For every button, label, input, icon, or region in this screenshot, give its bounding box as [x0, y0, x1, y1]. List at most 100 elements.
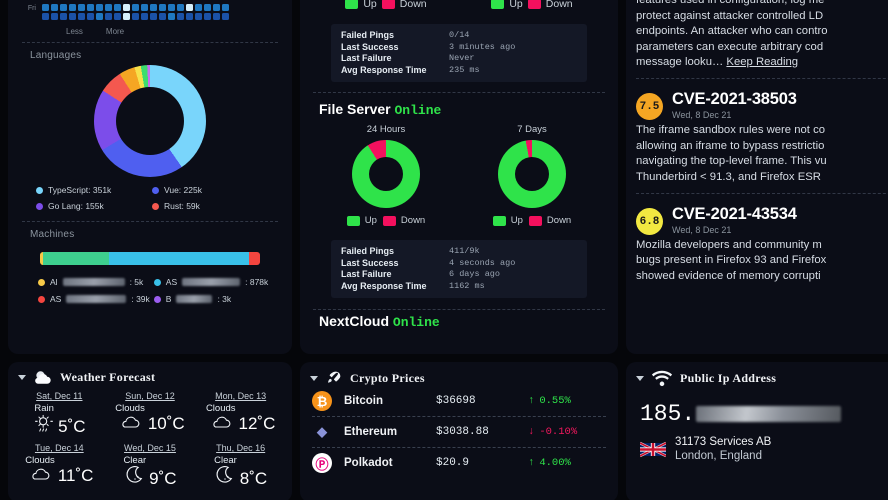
contribution-cell[interactable] [204, 13, 211, 20]
cve-desc-line: features used in configuration, log me [636, 0, 825, 7]
contribution-cell[interactable] [222, 4, 229, 11]
contribution-cell[interactable] [69, 13, 76, 20]
cve-desc-line: protect against attacker controlled LD [636, 9, 824, 22]
language-label: Rust: 59k [164, 201, 200, 211]
contribution-cell[interactable] [123, 4, 130, 11]
contribution-cell[interactable] [87, 13, 94, 20]
contribution-cell[interactable] [114, 13, 121, 20]
contribution-cell[interactable] [168, 4, 175, 11]
chevron-down-icon[interactable] [18, 375, 26, 380]
contribution-cell[interactable] [96, 4, 103, 11]
legend-up-down: Up Down [491, 0, 573, 10]
cve-item[interactable]: 6.8 CVE-2021-43534 Wed, 8 Dec 21 Mozilla… [636, 200, 888, 286]
contribution-cell[interactable] [141, 4, 148, 11]
weather-header[interactable]: Weather Forecast [8, 362, 292, 385]
weather-condition: Clouds [205, 403, 236, 414]
crypto-row[interactable]: ₿ Bitcoin $36698 ↑ 0.55% [300, 386, 618, 416]
contribution-cell[interactable] [213, 13, 220, 20]
cve-desc-line: Thunderbird < 91.3, and Firefox ESR [636, 170, 821, 183]
contribution-cell[interactable] [141, 13, 148, 20]
contribution-cell[interactable] [42, 13, 49, 20]
cve-item[interactable]: 9.3 CVE-2021-44228 Fri, 10 Dec 21 Apache… [636, 0, 888, 72]
trend-arrow-icon: ↓ [528, 426, 535, 438]
uk-flag-icon [640, 441, 666, 457]
contribution-cell[interactable] [78, 13, 85, 20]
up-label: Up [509, 0, 523, 10]
keep-reading-link[interactable]: Keep Reading [726, 56, 799, 69]
contribution-cell[interactable] [123, 13, 130, 20]
contribution-cell[interactable] [78, 4, 85, 11]
contribution-cell[interactable] [132, 4, 139, 11]
contribution-cell[interactable] [51, 4, 58, 11]
contribution-cell[interactable] [150, 13, 157, 20]
weather-temperature: 12˚C [238, 414, 276, 433]
contribution-cell[interactable] [195, 13, 202, 20]
public-ip-header[interactable]: Public Ip Address [626, 362, 888, 387]
machine-value: : 5k [129, 277, 144, 287]
cve-item[interactable]: 7.5 CVE-2021-38503 Wed, 8 Dec 21 The ifr… [636, 85, 888, 187]
public-ip-widget: Public Ip Address 185. 31173 Services AB… [626, 362, 888, 500]
crypto-header[interactable]: Crypto Prices [300, 362, 618, 386]
weather-day-label: Mon, Dec 13 [215, 391, 267, 401]
weather-day-label: Thu, Dec 16 [216, 443, 266, 453]
contribution-cell[interactable] [186, 13, 193, 20]
chevron-down-icon[interactable] [636, 376, 644, 381]
contribution-cell[interactable] [204, 4, 211, 11]
contribution-cell[interactable] [222, 13, 229, 20]
moon-icon [125, 466, 145, 489]
contribution-cell[interactable] [42, 4, 49, 11]
contribution-cell[interactable] [96, 13, 103, 20]
cve-id[interactable]: CVE-2021-38503 [672, 90, 797, 109]
contribution-cell[interactable] [132, 13, 139, 20]
contribution-cell[interactable] [105, 4, 112, 11]
contribution-cell[interactable] [195, 4, 202, 11]
divider [636, 78, 888, 80]
weather-temperature: 9˚C [149, 469, 177, 488]
contribution-cell[interactable] [186, 4, 193, 11]
contribution-cell[interactable] [51, 13, 58, 20]
contribution-cell[interactable] [114, 4, 121, 11]
contribution-grid[interactable] [42, 4, 229, 20]
public-ip-title: Public Ip Address [680, 371, 777, 385]
cve-id[interactable]: CVE-2021-43534 [672, 205, 797, 224]
file-server-status: Online [394, 103, 442, 118]
language-legend-item: TypeScript: 351k [36, 185, 148, 195]
contribution-cell[interactable] [159, 13, 166, 20]
contribution-cell[interactable] [177, 13, 184, 20]
machine-bar-segment [43, 252, 110, 265]
contribution-cell[interactable] [105, 13, 112, 20]
stat-row: Avg Response Time 1162 ms [341, 281, 577, 293]
contribution-cell[interactable] [150, 4, 157, 11]
contribution-cell[interactable] [69, 4, 76, 11]
down-swatch [527, 0, 541, 9]
contribution-cell[interactable] [213, 4, 220, 11]
coin-change: ↑ 0.55% [528, 395, 571, 407]
donut-title: 7 Days [517, 124, 547, 135]
redacted-text [62, 278, 125, 286]
weather-day-cell: Wed, Dec 15 Clear 9˚C [105, 443, 196, 489]
contribution-cell[interactable] [60, 13, 67, 20]
cve-feed-panel[interactable]: 9.3 CVE-2021-44228 Fri, 10 Dec 21 Apache… [626, 0, 888, 354]
stat-value: Never [449, 53, 475, 63]
coin-icon: ◆ [317, 424, 327, 439]
contribution-cell[interactable] [177, 4, 184, 11]
contribution-cell[interactable] [60, 4, 67, 11]
ip-redacted-portion [696, 406, 842, 422]
chevron-down-icon[interactable] [310, 375, 318, 381]
contribution-graph[interactable]: Fri [22, 0, 278, 20]
redacted-text [182, 278, 241, 286]
cloud-icon [210, 414, 232, 434]
machine-legend-item: Al: 5k [38, 277, 150, 287]
weather-day-label: Sat, Dec 11 [36, 391, 83, 401]
machines-title: Machines [30, 229, 75, 240]
contribution-cell[interactable] [168, 13, 175, 20]
coin-change: ↓ -0.10% [528, 426, 578, 438]
contribution-cell[interactable] [159, 4, 166, 11]
cve-list[interactable]: 9.3 CVE-2021-44228 Fri, 10 Dec 21 Apache… [626, 0, 888, 286]
crypto-row[interactable]: Ⓟ Polkadot $20.9 ↑ 4.00% [300, 448, 618, 478]
color-dot [36, 202, 43, 210]
server-stats-table: Failed Pings 0/14 Last Success 3 minutes … [331, 24, 587, 82]
weather-condition: Rain [34, 403, 54, 414]
crypto-row[interactable]: ◆ Ethereum $3038.88 ↓ -0.10% [300, 417, 618, 447]
contribution-cell[interactable] [87, 4, 94, 11]
